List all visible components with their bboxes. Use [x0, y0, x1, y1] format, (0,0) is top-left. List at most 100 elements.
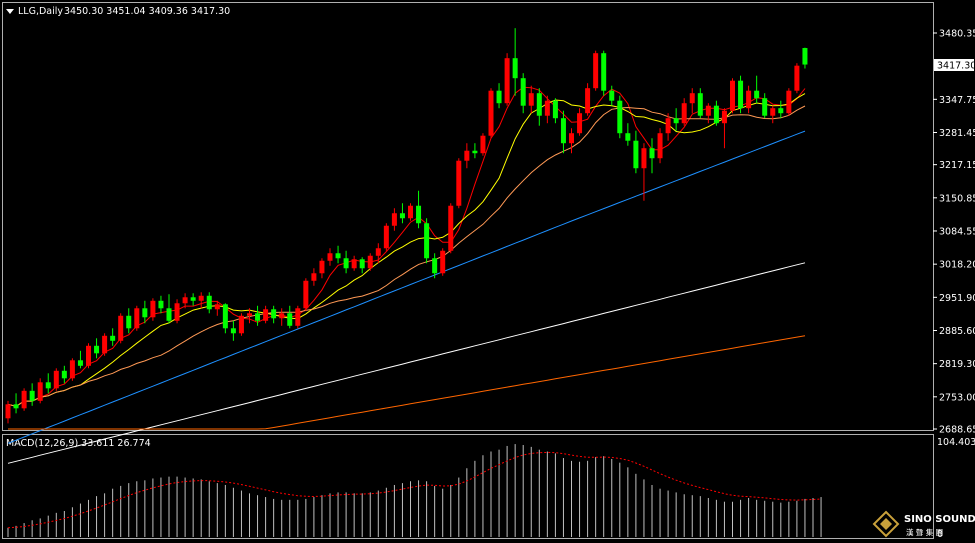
candle-bull: [577, 113, 583, 134]
ma20-line: [7, 105, 806, 407]
candle-bull: [238, 315, 244, 334]
price-tick-label: 3084.55: [939, 226, 975, 237]
candle-bull: [488, 90, 494, 136]
macd-top-label: 104.403: [937, 437, 975, 448]
candle-bull: [391, 213, 397, 226]
candle-bear: [230, 328, 236, 334]
candle-bear: [601, 53, 607, 91]
candle-bull: [681, 103, 687, 124]
candle-bull: [69, 360, 75, 379]
candle-bear: [673, 118, 679, 124]
ohlc-label: 3450.30 3451.04 3409.36 3417.30: [64, 6, 230, 17]
price-tick-label: 2688.65: [939, 425, 975, 436]
price-axis: 3480.35 3347.75 3281.45 3217.15 3150.85 3084.…: [933, 29, 975, 436]
candle-bull: [5, 404, 11, 419]
candle-bear: [45, 382, 51, 389]
ma10-line: [7, 93, 806, 407]
candle-bear: [713, 105, 719, 124]
candle-bear: [625, 133, 631, 141]
candle-bear: [335, 253, 341, 259]
price-tick-label: 2753.00: [939, 392, 975, 403]
candle-bear: [496, 90, 502, 104]
collapse-triangle-icon[interactable]: [6, 9, 14, 14]
price-tick-label: 3018.20: [939, 260, 975, 271]
candle-bear: [609, 90, 615, 101]
candle-bear: [617, 100, 623, 134]
candle-bull: [528, 93, 534, 106]
candle-bear: [560, 118, 566, 144]
symbol-label: LLG,Daily: [18, 6, 63, 17]
candle-bear: [697, 93, 703, 116]
logo-chinese: 漢 聲 集 團: [906, 527, 943, 537]
macd-signal-path: [7, 451, 822, 529]
candle-bear: [13, 404, 19, 409]
logo-diamond-icon: [872, 510, 900, 538]
candle-bull: [351, 259, 357, 269]
candle-bull: [689, 93, 695, 104]
candle-bull: [150, 300, 156, 318]
candle-bear: [343, 258, 349, 269]
candle-bull: [182, 297, 188, 304]
candle-bear: [778, 108, 784, 114]
candle-bear: [255, 313, 261, 321]
moving-averages: [7, 86, 806, 464]
candle-bull: [118, 315, 124, 341]
candle-bull: [786, 90, 792, 114]
candle-bull: [569, 133, 574, 144]
candle-bull: [37, 382, 43, 401]
candle-bear: [222, 304, 228, 329]
candle-bear: [536, 93, 542, 116]
candle-bull: [730, 80, 735, 111]
candle-bull: [134, 308, 140, 329]
candle-bull: [303, 280, 309, 309]
candle-bear: [424, 223, 430, 259]
candle-bull: [198, 295, 204, 301]
candle-bull: [665, 118, 671, 134]
candle-bull: [504, 58, 510, 104]
candle-bear: [552, 100, 558, 119]
price-tick-label: 3480.35: [939, 29, 975, 40]
candle-bear: [520, 78, 526, 106]
price-tick-label: 2951.90: [939, 293, 975, 304]
candle-bull: [721, 110, 727, 124]
price-tick-label: 3217.15: [939, 160, 975, 171]
current-price-label: 3417.30: [937, 61, 975, 72]
candle-bear: [432, 258, 438, 274]
candle-bull: [464, 150, 470, 161]
candle-bear: [762, 98, 768, 116]
candle-bear: [802, 48, 808, 65]
logo-brand: SINO SOUND: [904, 514, 975, 525]
candle-bear: [94, 345, 100, 354]
candle-bear: [416, 205, 422, 224]
candle-bull: [440, 250, 446, 274]
candle-bull: [327, 253, 333, 261]
candle-bull: [21, 390, 27, 409]
candle-bear: [126, 315, 132, 329]
candle-bear: [287, 313, 293, 326]
candle-bear: [271, 309, 277, 319]
macd-signal-line: [7, 451, 822, 529]
ma120-line: [7, 262, 806, 464]
candle-bull: [247, 313, 252, 316]
candle-bull: [456, 160, 462, 206]
candle-bull: [214, 304, 220, 310]
price-tick-label: 3150.85: [939, 193, 975, 204]
candlesticks: [5, 28, 808, 424]
candle-bull: [593, 53, 599, 89]
price-tick-label: 3281.45: [939, 128, 975, 139]
ma5-line: [7, 86, 806, 407]
candle-bull: [705, 105, 711, 116]
ma60-line: [7, 130, 806, 444]
candle-bull: [86, 345, 91, 366]
macd-panel: [2, 434, 934, 539]
candle-bull: [383, 225, 389, 249]
macd-bottom-label: 0: [937, 529, 943, 540]
candle-bear: [61, 370, 67, 379]
candle-bear: [649, 148, 655, 159]
price-tick-label: 3347.75: [939, 95, 975, 106]
candle-bear: [633, 140, 639, 169]
candle-bull: [174, 303, 180, 321]
candle-bear: [206, 295, 212, 310]
